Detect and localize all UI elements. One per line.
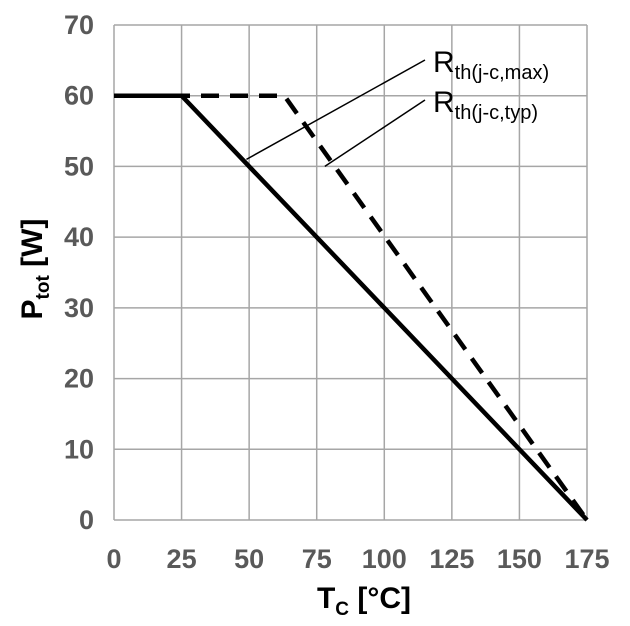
annotation-rth-max-sub: th(j-c,max) [455, 62, 549, 84]
grid [113, 24, 588, 521]
x-axis-title-main: T [317, 582, 335, 615]
annotation-rth-max-main: R [433, 46, 455, 79]
y-tick-label: 40 [64, 222, 94, 252]
y-tick-label: 50 [64, 151, 94, 181]
y-axis-title-unit: [W] [16, 219, 49, 276]
annotation-leaders [246, 59, 426, 168]
x-tick-label: 75 [302, 544, 332, 574]
annotation-rth-typ-leader [324, 99, 426, 168]
y-tick-label: 20 [64, 364, 94, 394]
annotation-rth-typ: Rth(j-c,typ) [433, 86, 538, 124]
y-tick-label: 70 [64, 10, 94, 40]
x-tick-label: 175 [564, 544, 609, 574]
y-axis-title: Ptot [W] [16, 219, 54, 320]
y-tick-labels: 0 10 20 30 40 50 60 70 [64, 10, 94, 535]
y-tick-label: 0 [79, 505, 94, 535]
x-tick-label: 125 [429, 544, 474, 574]
x-axis-title-unit: [°C] [349, 582, 411, 615]
x-tick-label: 100 [362, 544, 407, 574]
x-axis-title: TC [°C] [317, 582, 411, 620]
y-axis-title-sub: tot [33, 275, 54, 300]
annotation-rth-max-leader [246, 59, 426, 161]
x-tick-labels: 0 25 50 75 100 125 150 175 [106, 544, 609, 574]
y-tick-label: 60 [64, 81, 94, 111]
x-axis-title-sub: C [335, 599, 349, 620]
annotation-rth-typ-main: R [433, 86, 455, 119]
series-layer [114, 93, 589, 522]
annotation-rth-typ-sub: th(j-c,typ) [455, 102, 538, 124]
x-tick-label: 150 [497, 544, 542, 574]
y-tick-label: 30 [64, 293, 94, 323]
y-tick-label: 10 [64, 434, 94, 464]
x-tick-label: 25 [167, 544, 197, 574]
y-axis-title-main: P [16, 299, 49, 319]
x-tick-label: 0 [106, 544, 121, 574]
x-tick-label: 50 [234, 544, 264, 574]
annotation-rth-max: Rth(j-c,max) [433, 46, 549, 84]
